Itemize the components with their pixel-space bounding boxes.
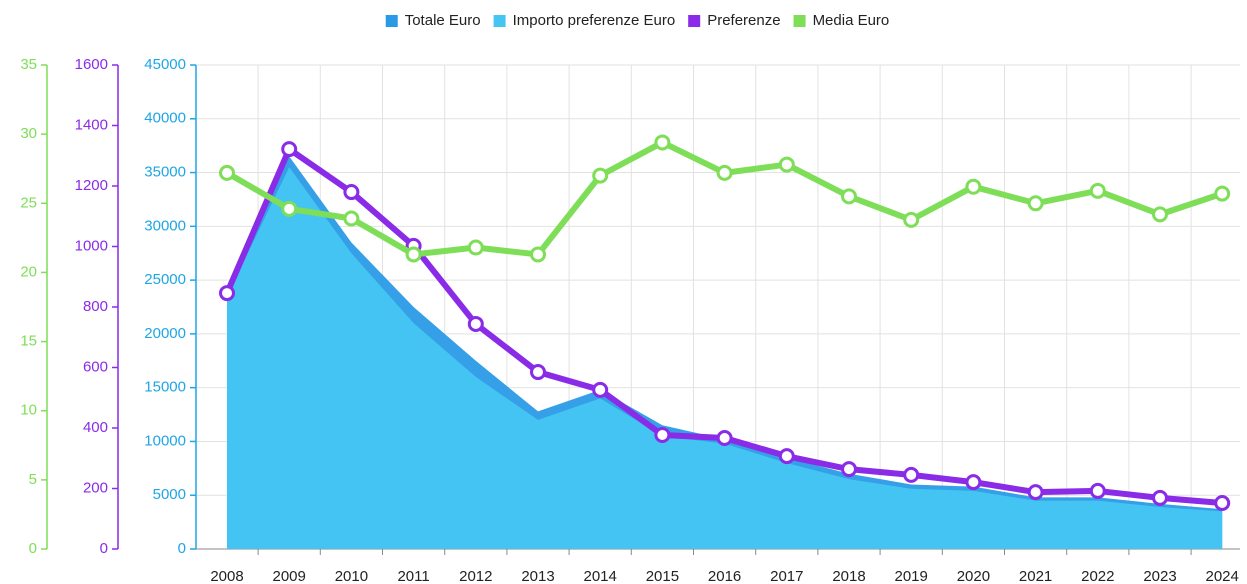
y-tick-label: 0	[29, 540, 37, 557]
point	[1089, 182, 1106, 199]
y-tick-label: 10	[20, 402, 37, 419]
point	[716, 429, 733, 446]
point	[281, 200, 298, 217]
legend-swatch	[385, 15, 398, 27]
x-tick-label: 2017	[770, 568, 803, 584]
legend-label: Importo preferenze Euro	[513, 12, 676, 29]
y-tick-label: 45000	[144, 56, 186, 73]
x-tick-label: 2009	[273, 568, 306, 584]
y-tick-label: 30000	[144, 217, 186, 234]
point	[778, 448, 795, 465]
legend-label: Preferenze	[707, 12, 780, 29]
point	[841, 461, 857, 478]
point	[654, 426, 671, 443]
point	[592, 167, 609, 184]
point	[965, 178, 982, 195]
point	[281, 141, 298, 158]
point	[903, 466, 920, 483]
x-tick-label: 2011	[397, 568, 429, 584]
x-tick-label: 2016	[708, 568, 741, 584]
point	[1089, 482, 1106, 499]
y-tick-label: 30	[20, 125, 37, 142]
legend-label: Media Euro	[813, 12, 890, 29]
y-tick-label: 1600	[75, 56, 108, 73]
y-tick-label: 35	[20, 56, 37, 73]
legend-swatch	[793, 15, 806, 27]
point	[654, 134, 671, 151]
point	[1214, 495, 1231, 512]
x-tick-label: 2010	[335, 568, 368, 584]
x-tick-label: 2024	[1206, 568, 1239, 584]
point	[1027, 195, 1044, 212]
y-tick-label: 1200	[75, 177, 108, 194]
y-tick-label: 15	[20, 333, 37, 350]
point	[219, 164, 235, 181]
y-tick-label: 10000	[144, 432, 186, 449]
y-tick-label: 25	[20, 194, 37, 211]
x-tick-label: 2014	[584, 568, 617, 584]
x-tick-label: 2023	[1143, 568, 1176, 584]
point	[467, 315, 484, 332]
y-tick-label: 1000	[75, 237, 108, 254]
point	[965, 474, 982, 491]
area	[227, 167, 1223, 549]
x-tick-label: 2013	[521, 568, 554, 584]
y-tick-label: 20	[20, 263, 37, 280]
point	[1027, 484, 1044, 501]
y-tick-label: 600	[83, 358, 108, 375]
x-tick-label: 2012	[459, 568, 492, 584]
x-tick-label: 2020	[957, 568, 990, 584]
point	[530, 246, 546, 263]
x-tick-label: 2018	[832, 568, 865, 584]
point	[219, 285, 235, 302]
y-tick-label: 0	[178, 540, 186, 557]
x-tick-label: 2008	[210, 568, 243, 584]
point	[405, 246, 422, 263]
legend-swatch	[688, 15, 701, 27]
legend-label: Totale Euro	[405, 12, 481, 29]
point	[343, 210, 360, 227]
y-tick-label: 35000	[144, 164, 186, 181]
y-tick-label: 25000	[144, 271, 186, 288]
point	[1152, 206, 1168, 223]
point	[903, 211, 920, 228]
x-tick-label: 2015	[646, 568, 679, 584]
y-tick-label: 400	[83, 419, 108, 436]
point	[716, 164, 733, 181]
point	[841, 188, 857, 205]
y-tick-label: 5000	[153, 486, 186, 503]
y-tick-label: 15000	[144, 379, 186, 396]
point	[778, 156, 795, 173]
y-tick-label: 800	[83, 298, 108, 315]
y-tick-label: 40000	[144, 110, 186, 127]
point	[1214, 185, 1231, 202]
x-tick-label: 2021	[1019, 568, 1052, 584]
legend-swatch	[493, 15, 506, 27]
point	[343, 184, 360, 201]
y-tick-label: 1400	[75, 116, 108, 133]
y-tick-label: 200	[83, 479, 108, 496]
point	[467, 239, 484, 256]
y-tick-label: 5	[29, 471, 37, 488]
line	[225, 139, 1224, 258]
point	[530, 364, 546, 381]
y-tick-label: 0	[100, 540, 108, 557]
point	[1152, 489, 1168, 506]
point	[592, 381, 609, 398]
x-tick-label: 2019	[895, 568, 928, 584]
y-tick-label: 20000	[144, 325, 186, 342]
x-tick-label: 2022	[1081, 568, 1114, 584]
